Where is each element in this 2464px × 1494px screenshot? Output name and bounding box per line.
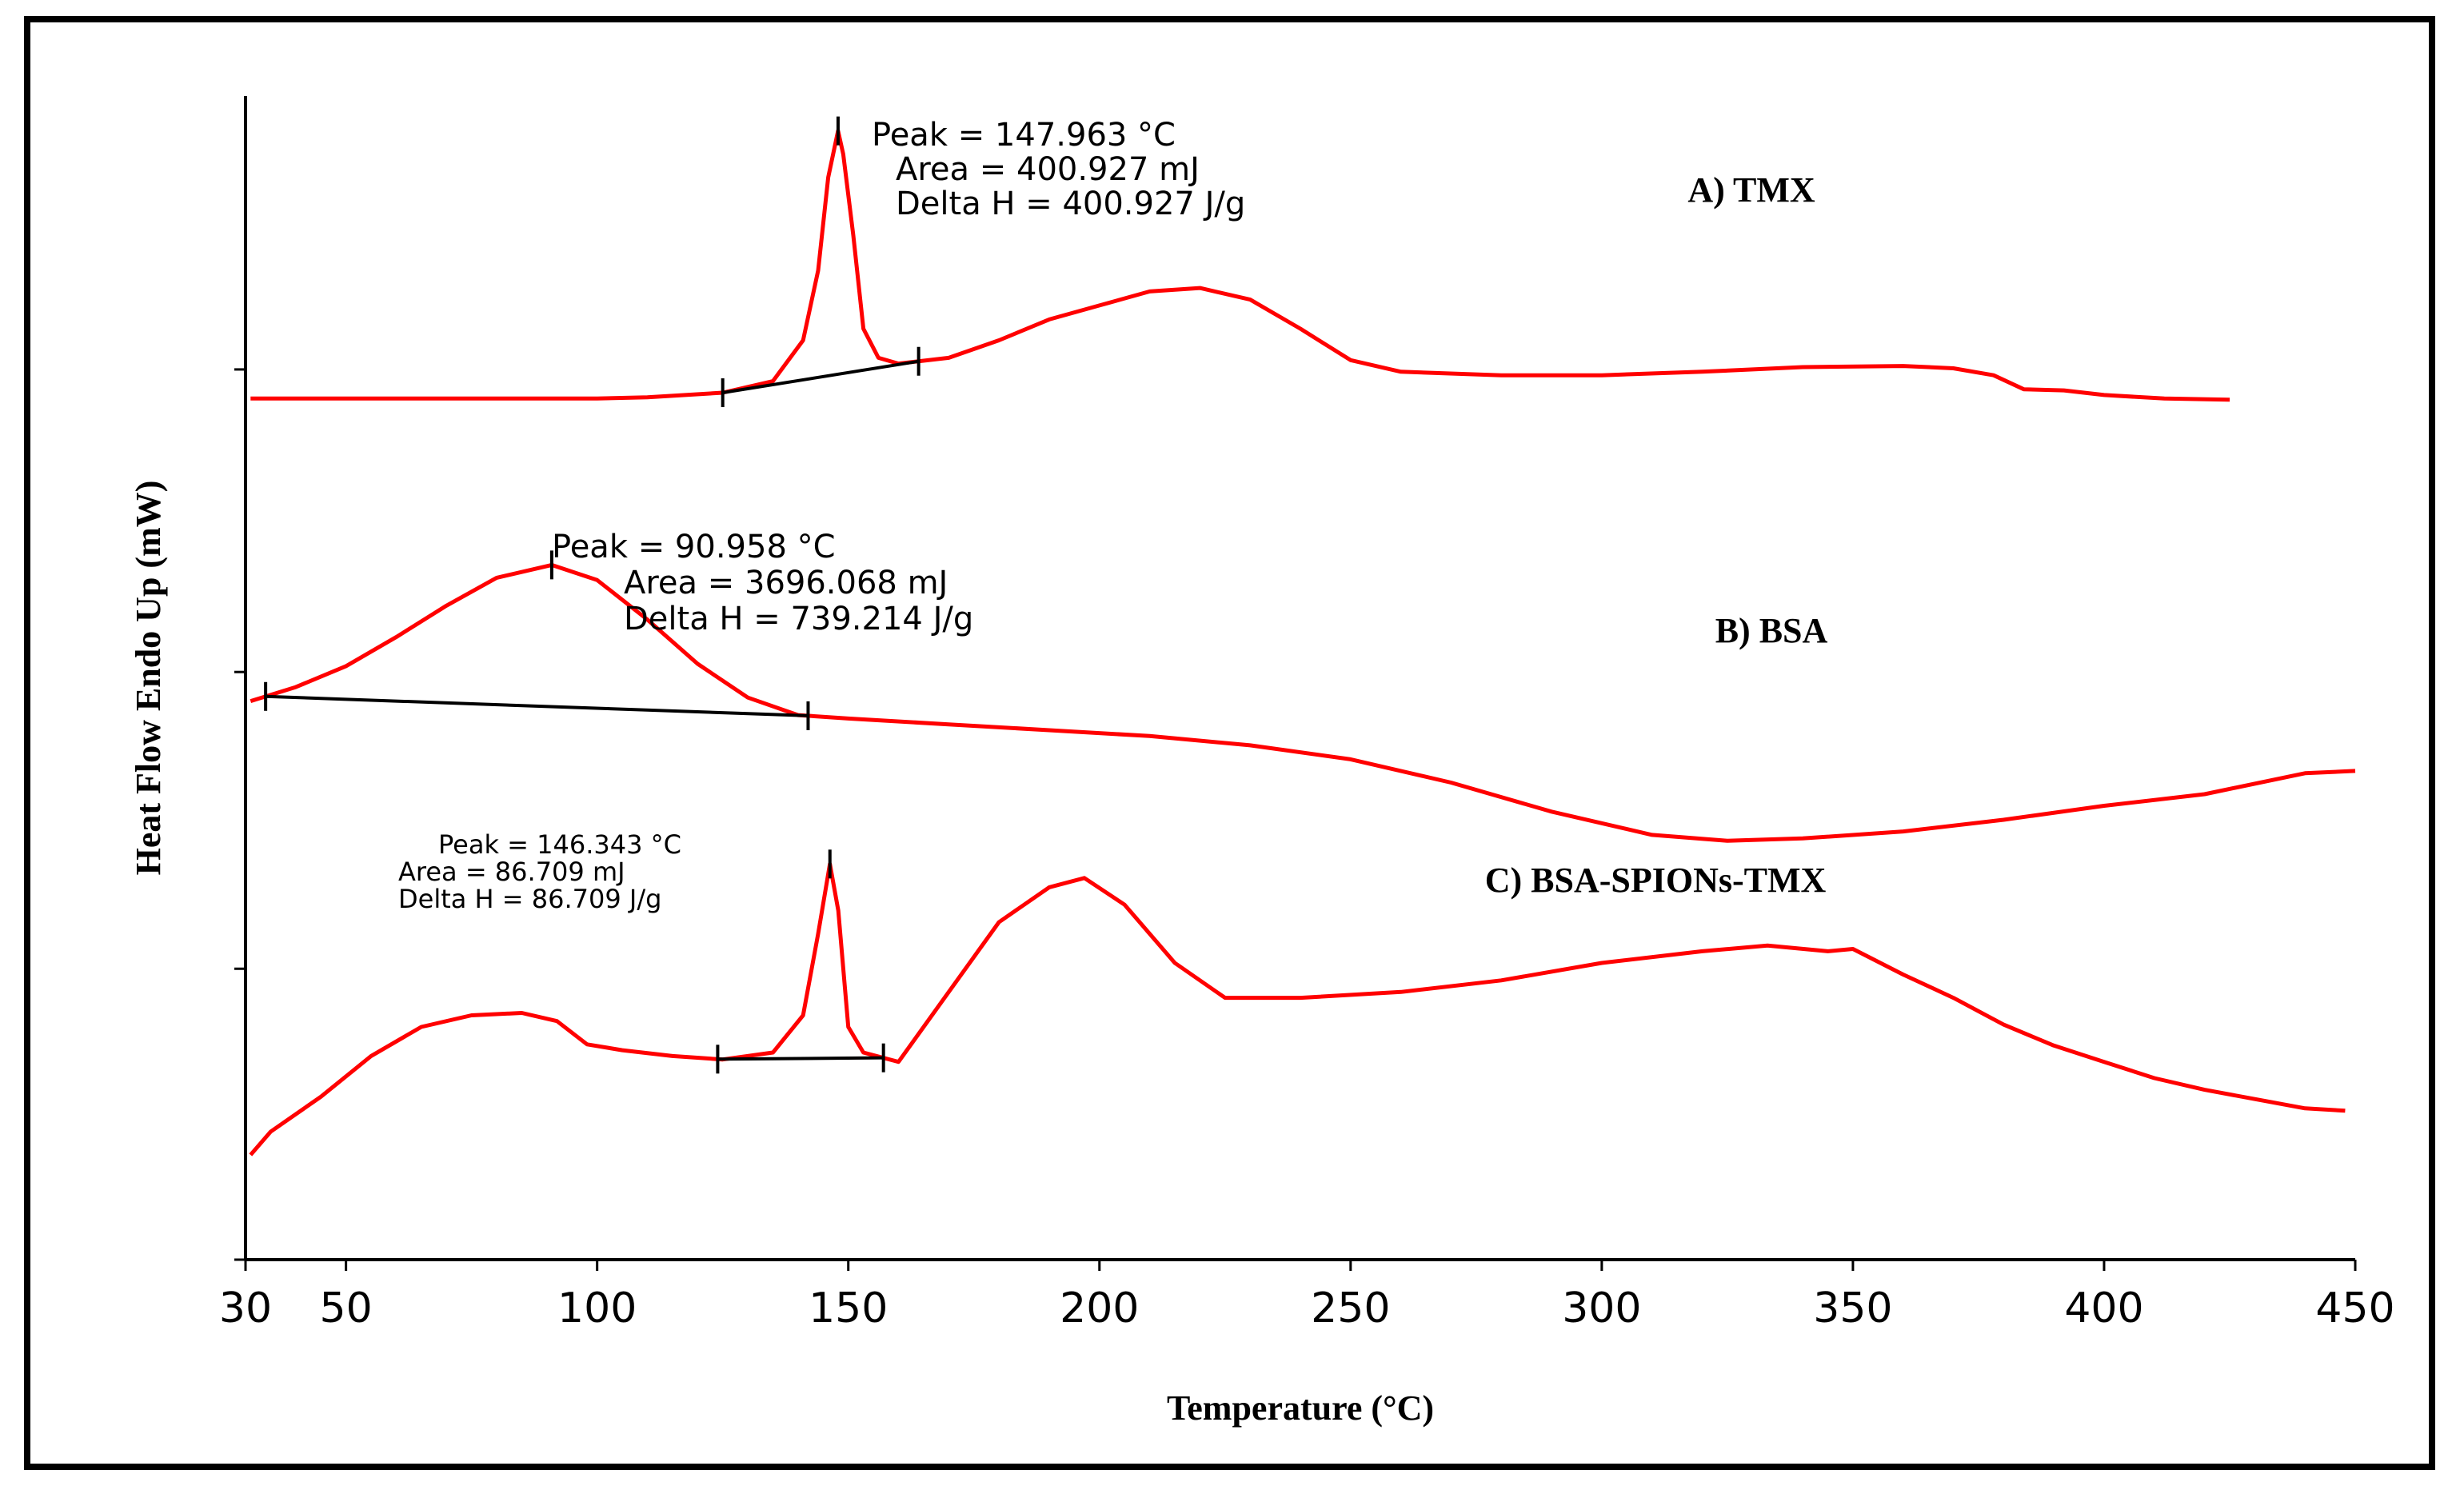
annotation-text: Area = 400.927 mJ: [896, 151, 1200, 188]
series-line-2: [250, 562, 2356, 843]
baseline-1: [722, 359, 919, 394]
x-axis-title: Temperature (°C): [1167, 1388, 1434, 1428]
x-tick-label: 300: [1562, 1284, 1641, 1332]
series-layer: A) TMX B) BSA C) BSA-SPIONs-TMX: [249, 129, 2356, 1156]
annotation-text: Peak = 147.963 °C: [872, 117, 1176, 154]
annotation-text: Delta H = 739.214 J/g: [624, 601, 973, 637]
x-tick-label: 100: [557, 1284, 637, 1332]
axes: [244, 96, 2355, 1261]
baseline-3: [717, 1056, 884, 1061]
y-axis-title: Heat Flow Endo Up (mW): [129, 481, 168, 876]
x-tick-label: 250: [1311, 1284, 1390, 1332]
x-tick-label: 200: [1060, 1284, 1139, 1332]
x-tick-label: 30: [219, 1284, 272, 1332]
annotation-text: Area = 3696.068 mJ: [624, 565, 948, 601]
series-label-1: A) TMX: [1687, 170, 1815, 210]
annotation-text: Delta H = 86.709 J/g: [398, 884, 661, 914]
x-tick-label: 150: [809, 1284, 888, 1332]
series-label-2: B) BSA: [1715, 611, 1828, 650]
x-tick-label: 400: [2064, 1284, 2143, 1332]
x-tick-label: 450: [2315, 1284, 2394, 1332]
annotation-text: Peak = 90.958 °C: [552, 529, 836, 565]
series-line-3: [249, 861, 2346, 1156]
series-line-1: [250, 129, 2230, 402]
annotation-text: Delta H = 400.927 J/g: [896, 186, 1245, 222]
y-ticks: [234, 368, 246, 1261]
x-ticks: 30 50 100 150 200 250 300 350 400 450: [219, 1260, 2395, 1332]
annotation-text: Area = 86.709 mJ: [398, 857, 625, 887]
annotation-text: Peak = 146.343 °C: [438, 829, 681, 860]
x-tick-label: 350: [1813, 1284, 1892, 1332]
baseline-2: [266, 694, 809, 717]
x-tick-label: 50: [320, 1284, 373, 1332]
series-label-3: C) BSA-SPIONs-TMX: [1485, 861, 1827, 900]
